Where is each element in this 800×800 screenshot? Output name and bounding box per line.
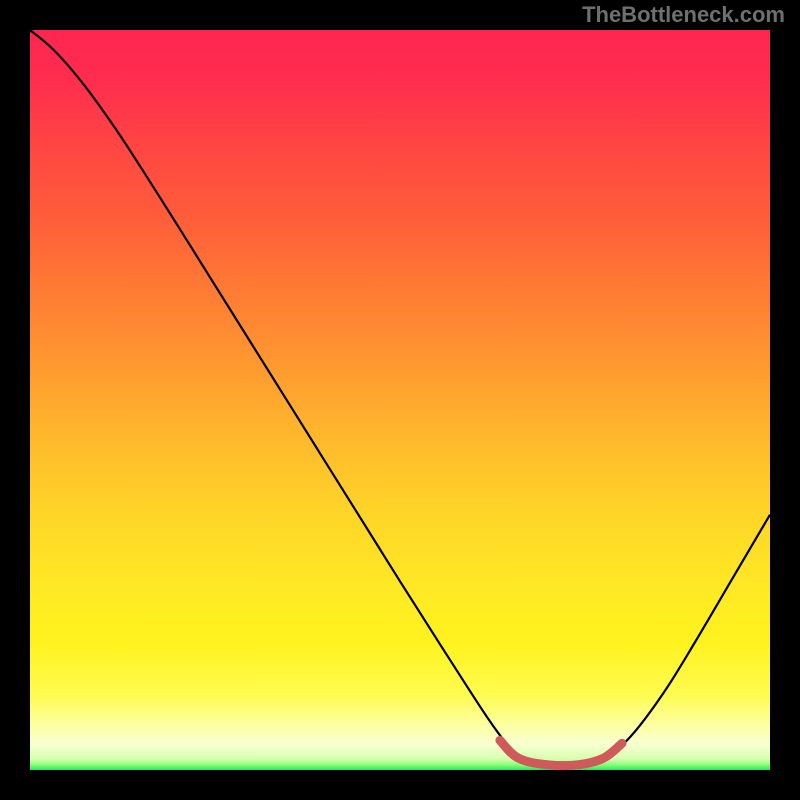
- watermark-text: TheBottleneck.com: [582, 2, 785, 27]
- bottleneck-chart: TheBottleneck.com: [0, 0, 800, 800]
- plot-gradient-background: [30, 30, 770, 770]
